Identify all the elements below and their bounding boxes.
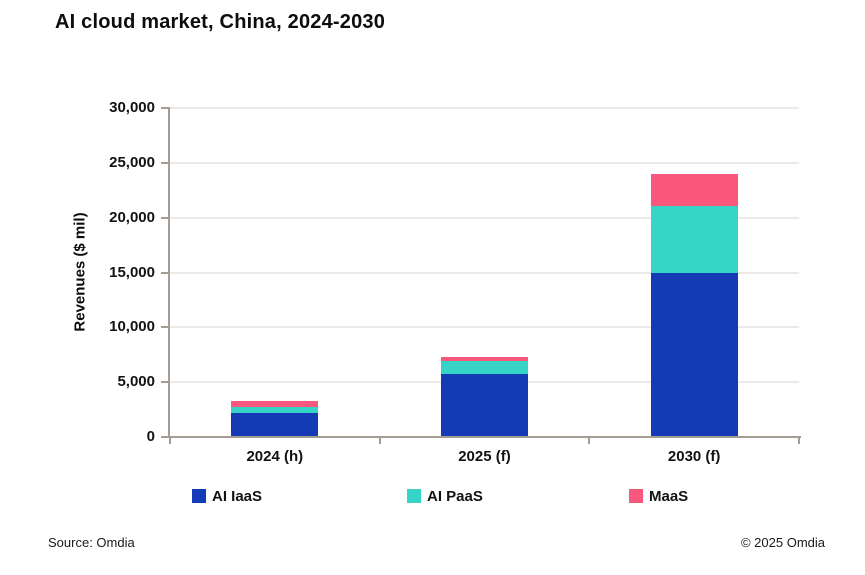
x-axis-tick — [378, 437, 381, 444]
y-tick-label: 0 — [146, 428, 155, 445]
gridline — [170, 107, 799, 109]
y-axis-tick — [161, 381, 168, 384]
y-tick-label: 30,000 — [109, 99, 155, 116]
y-axis-tick — [161, 161, 168, 164]
bar-segment-ai-iaas — [441, 374, 528, 437]
legend-item-ai-paas: AI PaaS — [407, 486, 483, 506]
x-axis-tick — [798, 437, 800, 444]
legend-item-maas: MaaS — [629, 486, 688, 506]
y-axis-tick — [161, 271, 168, 274]
x-axis-tick — [169, 437, 171, 444]
y-tick-label: 5,000 — [117, 373, 155, 391]
legend-label: AI IaaS — [212, 487, 263, 505]
bar-segment-ai-paas — [231, 407, 319, 413]
y-axis-tick — [161, 326, 168, 329]
source-note: Source: Omdia — [48, 535, 135, 550]
y-tick-label: 25,000 — [109, 153, 155, 171]
x-category-label: 2024 (h) — [246, 448, 304, 465]
bar-segment-ai-iaas — [650, 273, 738, 437]
y-axis-tick — [161, 436, 168, 438]
bar-segment-ai-paas — [441, 361, 528, 374]
legend-swatch — [629, 489, 643, 503]
gridline — [170, 161, 799, 164]
bar-segment-ai-iaas — [231, 413, 319, 437]
copyright-note: © 2025 Omdia — [740, 535, 825, 550]
x-axis-line — [168, 436, 801, 438]
x-category-label: 2030 (f) — [667, 448, 721, 465]
y-tick-label: 15,000 — [109, 263, 155, 281]
y-axis-line — [168, 107, 170, 438]
bar-segment-maas — [231, 401, 319, 407]
x-axis-tick — [588, 437, 591, 444]
gridline — [170, 326, 799, 329]
gridline — [170, 216, 799, 219]
bar-segment-maas — [650, 174, 738, 206]
chart-title: AI cloud market, China, 2024-2030 — [55, 11, 386, 33]
bar-segment-ai-paas — [650, 206, 738, 273]
legend-swatch — [192, 489, 206, 503]
gridline — [170, 271, 799, 274]
legend-label: AI PaaS — [427, 487, 483, 505]
x-category-label: 2025 (f) — [458, 448, 511, 465]
y-axis-tick — [161, 216, 168, 219]
y-axis-tick — [161, 107, 168, 109]
legend-swatch — [407, 489, 421, 503]
legend-label: MaaS — [649, 487, 689, 505]
bar-segment-maas — [441, 357, 528, 361]
y-tick-label: 20,000 — [109, 208, 155, 226]
legend-item-ai-iaas: AI IaaS — [192, 486, 262, 506]
y-tick-label: 10,000 — [109, 318, 155, 336]
